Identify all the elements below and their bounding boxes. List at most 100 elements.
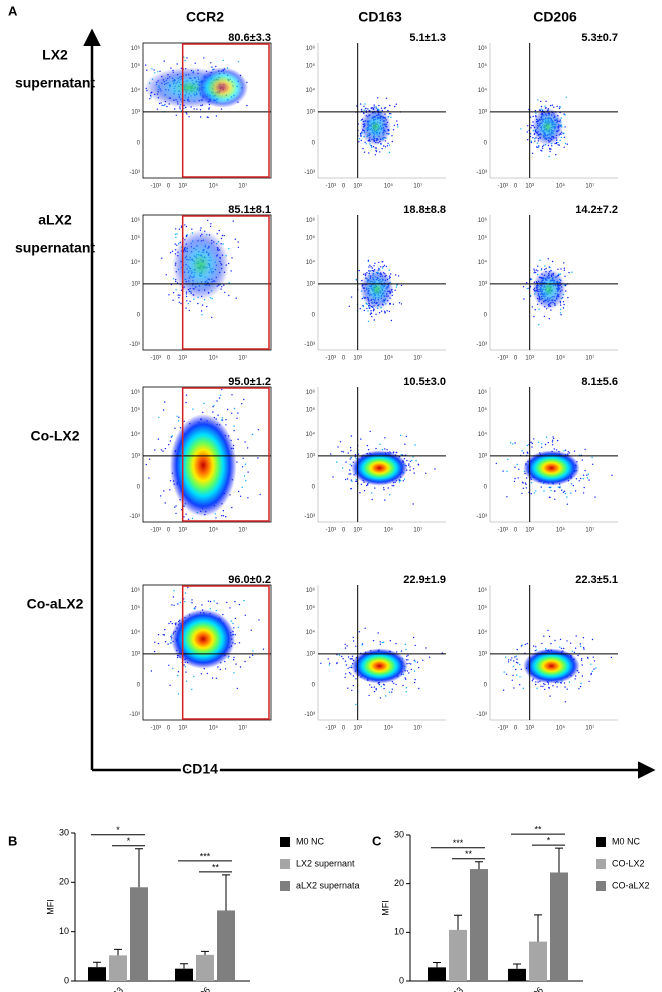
event-dot <box>342 451 345 453</box>
event-dot <box>375 689 377 691</box>
event-dot <box>169 480 172 482</box>
event-dot <box>156 108 159 110</box>
event-dot <box>373 690 376 693</box>
event-dot <box>581 675 584 677</box>
event-dot <box>385 695 387 697</box>
event-dot <box>538 441 540 443</box>
event-dot <box>538 308 540 310</box>
event-dot <box>344 643 346 645</box>
event-dot <box>207 219 209 222</box>
event-dot <box>237 246 240 248</box>
event-dot <box>243 475 246 477</box>
event-dot <box>385 265 388 268</box>
event-dot <box>233 627 235 629</box>
event-dot <box>373 319 375 321</box>
event-dot <box>368 266 370 268</box>
event-dot <box>363 109 365 111</box>
event-dot <box>201 314 203 316</box>
event-dot <box>368 152 370 154</box>
event-dot <box>553 448 555 450</box>
event-dot <box>223 234 225 237</box>
density-blob <box>523 450 580 486</box>
event-dot <box>393 451 395 453</box>
x-tick-label: 0 <box>514 726 518 732</box>
event-dot <box>396 124 399 126</box>
event-dot <box>544 105 546 107</box>
event-dot <box>168 294 170 296</box>
event-dot <box>539 259 541 261</box>
event-dot <box>414 660 416 663</box>
density-blob <box>523 648 580 684</box>
error-bar <box>201 950 209 955</box>
event-dot <box>522 286 525 288</box>
event-dot <box>380 266 382 268</box>
event-dot <box>262 648 265 650</box>
event-dot <box>545 100 547 103</box>
event-dot <box>386 145 389 147</box>
event-dot <box>564 686 566 688</box>
event-dot <box>170 621 172 623</box>
event-dot <box>350 449 352 452</box>
event-dot <box>252 650 254 652</box>
y-tick-label: 10 <box>394 927 404 937</box>
event-dot <box>175 114 177 117</box>
event-dot <box>216 233 218 235</box>
flow-plot: 10⁶ 10⁵ 10⁴ 10³ 0 -10³ -10³ 0 10³ 10⁵ 10⁷ 8.1±5.6 <box>476 376 618 534</box>
event-dot <box>378 104 380 107</box>
event-dot <box>542 683 545 685</box>
event-dot <box>349 463 351 466</box>
event-dot <box>566 143 568 145</box>
event-dot <box>188 309 190 312</box>
event-dot <box>573 450 576 452</box>
density-blob <box>360 107 391 146</box>
event-dot <box>405 435 407 438</box>
event-dot <box>383 107 386 109</box>
significance-label: * <box>547 836 551 846</box>
event-dot <box>389 302 391 305</box>
y-tick-label: 10³ <box>478 453 487 459</box>
x-tick-label: -10³ <box>497 726 508 732</box>
event-dot <box>250 629 252 631</box>
event-dot <box>566 496 568 498</box>
event-dot <box>519 663 521 666</box>
event-dot <box>169 440 172 442</box>
event-dot <box>381 261 383 263</box>
event-dot <box>395 103 397 105</box>
y-tick-label: 10⁵ <box>131 63 141 70</box>
event-dot <box>502 470 504 472</box>
event-dot <box>371 146 373 149</box>
event-dot <box>551 441 554 443</box>
event-dot <box>360 438 362 440</box>
event-dot <box>213 404 215 407</box>
event-dot <box>206 672 208 675</box>
event-dot <box>193 108 195 110</box>
event-dot <box>527 125 529 127</box>
error-bar <box>475 861 483 870</box>
x-tick-label: -10³ <box>150 356 161 362</box>
event-dot <box>207 600 210 602</box>
event-dot <box>391 485 393 487</box>
x-tick-label: 10³ <box>525 726 534 732</box>
significance-label: * <box>127 836 131 846</box>
x-tick-label: 0 <box>342 356 346 362</box>
event-dot <box>559 304 562 306</box>
event-dot <box>507 659 510 661</box>
event-dot <box>563 262 565 264</box>
event-dot <box>592 656 594 658</box>
event-dot <box>164 502 166 504</box>
event-dot <box>163 401 166 403</box>
event-dot <box>385 97 388 100</box>
event-dot <box>221 419 224 421</box>
percentage: 95.0±1.2 <box>228 376 271 388</box>
event-dot <box>559 106 561 108</box>
event-dot <box>162 409 165 411</box>
event-dot <box>245 480 247 482</box>
event-dot <box>358 138 361 140</box>
event-dot <box>409 466 411 468</box>
event-dot <box>410 663 412 665</box>
event-dot <box>363 309 366 312</box>
event-dot <box>257 429 260 431</box>
panel-label: B <box>8 833 17 848</box>
event-dot <box>378 261 380 264</box>
event-dot <box>533 268 535 270</box>
